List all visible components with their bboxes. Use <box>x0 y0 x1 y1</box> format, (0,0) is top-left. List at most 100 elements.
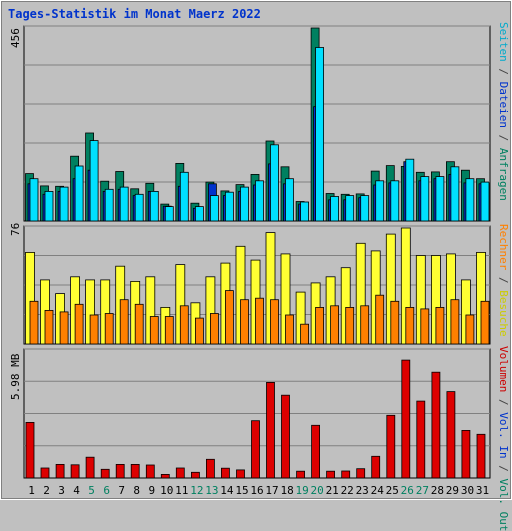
rechner-bar <box>89 314 99 345</box>
legend-sep: / <box>497 134 510 142</box>
volumen-bar <box>356 468 366 479</box>
rechner-bar <box>224 290 234 345</box>
rechner-bar <box>149 316 159 345</box>
chart-frame: 1 2 3 4 5 6 7 8 9 10 11 12 13 14 15 16 17 18 19 20 21 22 23 24 2… <box>0 0 512 500</box>
rechner-bar <box>134 303 144 345</box>
rechner-bar <box>104 313 114 345</box>
volumen-bar <box>266 381 275 479</box>
seiten-bar <box>360 195 370 222</box>
rechner-bar <box>300 323 310 345</box>
x-tick-label: 26 <box>401 484 414 497</box>
volumen-bar <box>40 467 50 479</box>
volumen-bar <box>371 455 381 479</box>
rechner-bar <box>315 306 325 345</box>
x-axis-labels: 1 2 3 4 5 6 7 8 9 10 11 12 13 14 15 16 17 18 19 20 21 22 23 24 2… <box>28 484 489 497</box>
seiten-bar <box>300 201 310 222</box>
legend-besuche: Besuche <box>497 290 510 337</box>
chart-title: Tages-Statistik im Monat Maerz 2022 <box>8 7 261 21</box>
x-tick-label: 31 <box>476 484 489 497</box>
x-tick-label: 25 <box>386 484 399 497</box>
seiten-bar <box>209 195 219 222</box>
bottom-ymax-label: 5.98 MB <box>9 353 22 400</box>
x-tick-label: 5 <box>88 484 95 497</box>
seiten-bar <box>345 195 355 222</box>
middle-ymax-label: 76 <box>9 222 22 236</box>
seiten-bar <box>480 181 490 222</box>
rechner-bar <box>209 313 219 345</box>
seiten-bar <box>405 158 415 222</box>
rechner-bar <box>59 311 69 345</box>
legend-vol-out-1: Vol. <box>497 478 510 505</box>
rechner-bar <box>465 314 475 345</box>
volumen-bar <box>115 463 125 479</box>
volumen-bar <box>130 463 140 479</box>
seiten-bar <box>29 178 39 222</box>
seiten-bar <box>450 166 460 222</box>
seiten-bar <box>465 178 475 222</box>
rechner-bar <box>330 305 340 345</box>
volumen-bar <box>25 421 35 479</box>
seiten-bar <box>224 191 234 222</box>
volumen-bar <box>175 467 185 479</box>
rechner-bar <box>405 306 415 345</box>
legend-middle: Rechner / Besuche <box>497 224 510 337</box>
legend-anfragen: Anfragen <box>497 147 510 201</box>
seiten-bar <box>164 206 174 222</box>
x-tick-label: 19 <box>295 484 308 497</box>
rechner-bar <box>270 299 279 345</box>
volumen-bar <box>55 463 65 479</box>
x-tick-label: 30 <box>461 484 474 497</box>
x-tick-label: 23 <box>356 484 369 497</box>
volumen-bar <box>386 414 396 479</box>
x-tick-label: 16 <box>250 484 263 497</box>
x-tick-label: 9 <box>148 484 155 497</box>
x-tick-label: 28 <box>431 484 444 497</box>
seiten-bar <box>255 180 264 222</box>
x-tick-label: 21 <box>326 484 339 497</box>
x-tick-label: 29 <box>446 484 459 497</box>
x-tick-label: 8 <box>133 484 140 497</box>
rechner-bar <box>390 300 400 345</box>
volumen-bar <box>236 469 245 479</box>
x-tick-label: 7 <box>118 484 125 497</box>
volumen-bar <box>341 470 351 479</box>
x-tick-label: 12 <box>190 484 203 497</box>
seiten-bar <box>134 193 144 222</box>
volumen-bar <box>401 359 411 479</box>
volumen-bar <box>446 391 456 479</box>
volumen-bar <box>145 464 155 479</box>
rechner-bar <box>179 305 189 345</box>
volumen-bar <box>281 394 290 479</box>
volumen-bar <box>311 424 321 479</box>
x-tick-label: 6 <box>103 484 110 497</box>
legend-vol-in-2: In <box>497 445 510 459</box>
legend-sep: / <box>497 398 510 406</box>
seiten-bar <box>89 140 99 222</box>
volumen-bar <box>296 470 306 479</box>
x-tick-label: 18 <box>280 484 293 497</box>
seiten-bar <box>119 186 129 222</box>
x-tick-label: 17 <box>265 484 278 497</box>
rechner-bar <box>360 305 370 345</box>
x-tick-label: 13 <box>205 484 218 497</box>
legend-sep: / <box>497 276 510 284</box>
x-tick-label: 3 <box>58 484 65 497</box>
x-tick-label: 2 <box>43 484 50 497</box>
x-tick-label: 10 <box>160 484 173 497</box>
rechner-bar <box>164 316 174 345</box>
volumen-bar <box>461 429 471 479</box>
rechner-bar <box>345 306 355 345</box>
x-tick-label: 11 <box>175 484 188 497</box>
seiten-bar <box>270 144 279 222</box>
seiten-bar <box>74 165 84 222</box>
rechner-bar <box>420 308 430 345</box>
rechner-bar <box>74 303 84 345</box>
x-tick-label: 15 <box>235 484 248 497</box>
rechner-bar <box>29 300 39 345</box>
legend-seiten: Seiten <box>497 22 510 62</box>
rechner-bar <box>480 300 490 345</box>
seiten-bar <box>44 190 54 222</box>
x-tick-label: 14 <box>220 484 234 497</box>
legend-dateien: Dateien <box>497 81 510 128</box>
volumen-bar <box>85 456 95 479</box>
